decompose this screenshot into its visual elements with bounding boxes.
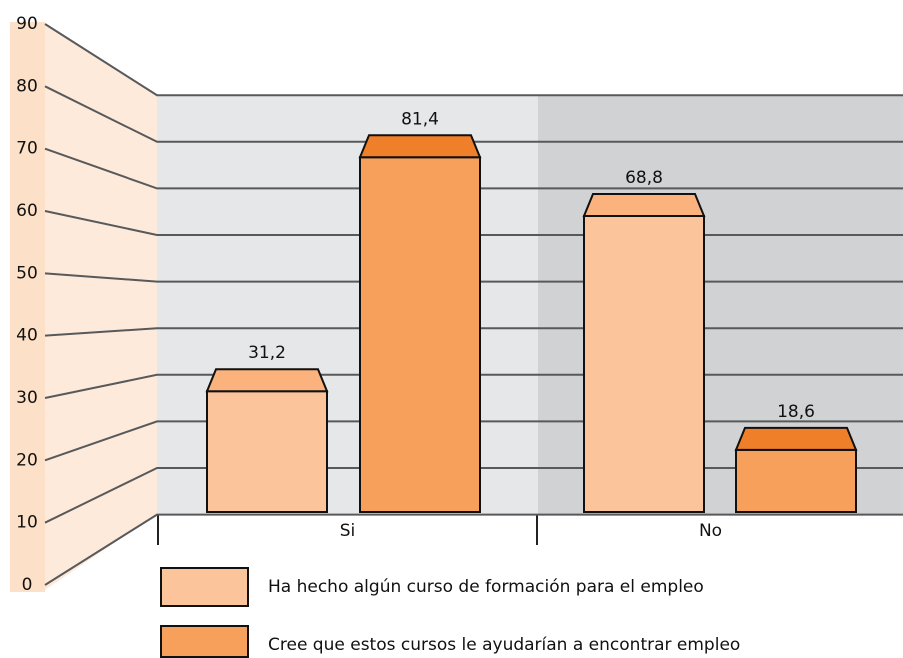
grid-line <box>44 23 903 97</box>
y-tick-label: 20 <box>16 450 38 470</box>
y-tick-label: 80 <box>16 76 38 96</box>
axis-strip <box>10 22 45 592</box>
value-label: 31,2 <box>248 343 286 363</box>
left-wall <box>45 24 157 590</box>
y-tick-label: 10 <box>16 513 38 533</box>
grid-line <box>44 147 903 190</box>
bar <box>735 448 857 514</box>
bar-top <box>358 134 482 159</box>
bar <box>359 156 481 513</box>
bar-top <box>582 192 706 217</box>
y-tick-label: 60 <box>16 201 38 221</box>
legend-label: Cree que estos cursos le ayudarían a enc… <box>268 635 740 655</box>
legend-swatch <box>160 625 249 658</box>
bar <box>206 390 328 514</box>
y-tick-label: 0 <box>22 575 33 595</box>
y-tick-label: 50 <box>16 263 38 283</box>
bar-top <box>205 368 329 393</box>
value-label: 18,6 <box>777 402 815 422</box>
y-tick-label: 70 <box>16 139 38 159</box>
y-tick-label: 30 <box>16 388 38 408</box>
x-tick-label: Si <box>340 521 356 541</box>
y-tick-label: 90 <box>16 14 38 34</box>
value-label: 68,8 <box>625 168 663 188</box>
legend-label: Ha hecho algún curso de formación para e… <box>268 577 704 597</box>
x-tick-label: No <box>699 521 722 541</box>
bar-top <box>734 426 858 451</box>
y-tick-label: 40 <box>16 326 38 346</box>
grid-line <box>44 513 903 586</box>
bar <box>583 214 705 513</box>
value-label: 81,4 <box>401 109 439 129</box>
legend-swatch <box>160 567 249 607</box>
grid-line <box>44 85 903 143</box>
